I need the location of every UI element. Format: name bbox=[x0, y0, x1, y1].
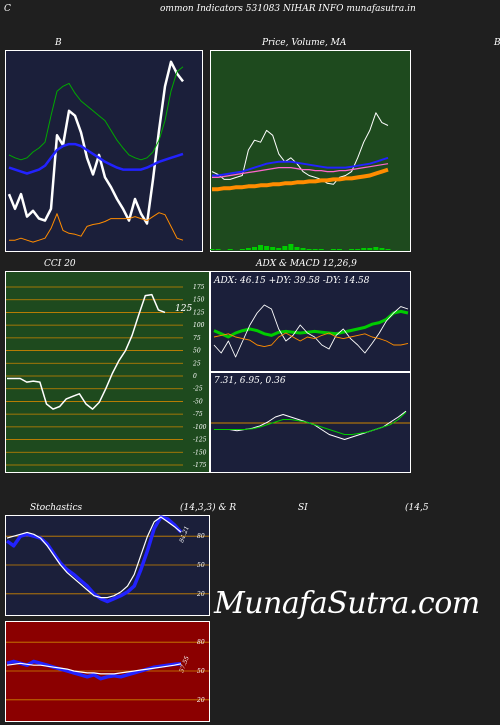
volume-bar bbox=[306, 249, 312, 250]
cci-tick-label: 25 bbox=[192, 360, 201, 367]
rsi-series-1 bbox=[6, 662, 182, 675]
adx-readout: ADX: 46.15 +DY: 39.58 -DY: 14.58 bbox=[213, 276, 370, 286]
volume-bar bbox=[210, 249, 215, 250]
volume-bar bbox=[276, 248, 282, 250]
volume-bar bbox=[258, 245, 264, 250]
cci-tick-label: -50 bbox=[193, 398, 203, 405]
cci-chart: 125 1751501251007550250-25-50-75-100-125… bbox=[5, 271, 210, 473]
price-series-3 bbox=[212, 163, 389, 179]
rsi-tick-label: 50 bbox=[197, 668, 205, 675]
adx-macd-title: ADX & MACD 12,26,9 bbox=[256, 259, 357, 269]
cci-series-0 bbox=[7, 293, 166, 410]
volume-bar bbox=[227, 249, 233, 250]
volume-bar bbox=[349, 249, 355, 250]
rsi-params: (14,5 bbox=[405, 503, 429, 513]
volume-bar bbox=[361, 248, 367, 250]
bb-series-1 bbox=[8, 66, 184, 161]
volume-bar bbox=[312, 249, 318, 250]
macd-series-1 bbox=[214, 411, 407, 435]
adx-series-0 bbox=[213, 309, 409, 339]
adx-chart: ADX: 46.15 +DY: 39.58 -DY: 14.58 bbox=[210, 271, 411, 372]
stoch-tick-label: 20 bbox=[196, 591, 205, 598]
macd-chart: 7.31, 6.95, 0.36 bbox=[210, 372, 411, 473]
stoch-title: Stochastics bbox=[30, 503, 83, 513]
volume-bar bbox=[367, 248, 373, 250]
bb-series-3 bbox=[9, 212, 184, 243]
volume-bar bbox=[215, 249, 221, 250]
cci-tick-label: 175 bbox=[193, 284, 205, 291]
cci-tick-label: -25 bbox=[193, 386, 203, 393]
cci-tick-label: 0 bbox=[193, 373, 197, 380]
stoch-series-1 bbox=[6, 516, 182, 599]
cci-tick-label: 100 bbox=[193, 322, 205, 329]
cci-tick-label: -75 bbox=[193, 411, 203, 418]
volume-bar bbox=[294, 247, 300, 250]
price-title: Price, Volume, MA bbox=[262, 38, 347, 48]
adx-plot-area bbox=[210, 271, 411, 372]
cci-tick-label: 125 bbox=[193, 309, 205, 316]
bollinger-chart bbox=[5, 50, 203, 252]
volume-bar bbox=[251, 247, 257, 250]
cci-tick-label: 50 bbox=[193, 348, 201, 355]
price-series-1 bbox=[212, 167, 389, 192]
volume-bar bbox=[300, 248, 306, 250]
cci-value-label: 125 bbox=[175, 304, 192, 314]
volume-bar bbox=[264, 246, 270, 250]
adx-series-2 bbox=[213, 332, 409, 348]
stoch-tick-label: 80 bbox=[197, 533, 205, 540]
cci-tick-label: -125 bbox=[193, 437, 207, 444]
cci-tick-label: -175 bbox=[193, 462, 207, 469]
volume-bar bbox=[379, 248, 385, 250]
stoch-series-0 bbox=[5, 515, 183, 604]
bb-title: B bbox=[55, 38, 62, 48]
volume-bar bbox=[282, 246, 288, 250]
volume-bar bbox=[318, 249, 324, 250]
cci-tick-label: -100 bbox=[193, 424, 207, 431]
volume-bar bbox=[288, 244, 294, 250]
cci-tick-label: 150 bbox=[193, 297, 205, 304]
rsi-title: SI bbox=[298, 503, 308, 513]
stoch-params: (14,3,3) & R bbox=[180, 503, 237, 513]
volume-bar bbox=[270, 247, 276, 250]
volume-bar bbox=[355, 249, 361, 250]
stoch-tick-label: 50 bbox=[197, 562, 205, 569]
volume-bar bbox=[330, 249, 336, 250]
price-plot-area bbox=[210, 50, 411, 252]
price-series-0 bbox=[211, 112, 389, 185]
cci-plot-area bbox=[5, 271, 210, 473]
bb-series-2 bbox=[8, 142, 184, 175]
rsi-plot-area bbox=[5, 621, 210, 722]
volume-bar bbox=[239, 249, 245, 250]
rsi-tick-label: 20 bbox=[196, 697, 205, 704]
watermark: MunafaSutra.com bbox=[214, 586, 480, 621]
volume-bar bbox=[373, 247, 379, 250]
volume-bar bbox=[245, 248, 251, 250]
price-series-2 bbox=[212, 156, 389, 177]
stochastics-plot-area bbox=[5, 515, 210, 616]
price-volume-ma-chart bbox=[210, 50, 411, 252]
cci-tick-label: -150 bbox=[193, 449, 207, 456]
corner-letter: C bbox=[4, 4, 11, 14]
rsi-tick-label: 80 bbox=[197, 639, 205, 646]
bb-series-0 bbox=[7, 60, 184, 225]
cci-tick-label: 75 bbox=[193, 335, 201, 342]
cci-title: CCI 20 bbox=[44, 259, 76, 269]
page-title: ommon Indicators 531083 NIHAR INFO munaf… bbox=[160, 4, 416, 14]
volume-bar bbox=[385, 249, 391, 250]
volume-bar bbox=[336, 249, 342, 250]
bb-right-edge: B bbox=[494, 38, 500, 48]
macd-readout: 7.31, 6.95, 0.36 bbox=[214, 376, 286, 386]
